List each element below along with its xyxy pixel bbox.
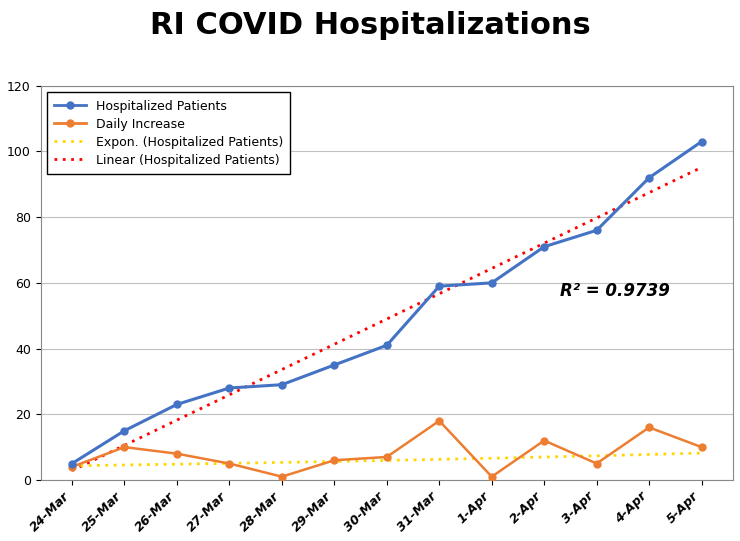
Line: Daily Increase: Daily Increase: [69, 417, 705, 480]
Hospitalized Patients: [120, 427, 129, 434]
Daily Increase: [487, 473, 496, 480]
Daily Increase: [172, 451, 181, 457]
Linear (Hospitalized Patients): [645, 189, 653, 196]
Daily Increase: [120, 444, 129, 450]
Linear (Hospitalized Patients): [120, 442, 129, 448]
Hospitalized Patients: [172, 401, 181, 408]
Hospitalized Patients: [383, 342, 391, 348]
Linear (Hospitalized Patients): [278, 366, 286, 373]
Expon. (Hospitalized Patients): [383, 457, 391, 464]
Linear (Hospitalized Patients): [697, 164, 706, 170]
Text: R² = 0.9739: R² = 0.9739: [560, 282, 670, 300]
Expon. (Hospitalized Patients): [278, 459, 286, 466]
Daily Increase: [435, 418, 444, 424]
Linear (Hospitalized Patients): [592, 215, 601, 221]
Daily Increase: [225, 460, 234, 467]
Daily Increase: [539, 437, 548, 444]
Hospitalized Patients: [278, 381, 286, 388]
Expon. (Hospitalized Patients): [592, 452, 601, 459]
Expon. (Hospitalized Patients): [435, 456, 444, 463]
Expon. (Hospitalized Patients): [172, 461, 181, 467]
Linear (Hospitalized Patients): [172, 417, 181, 423]
Text: RI COVID Hospitalizations: RI COVID Hospitalizations: [149, 11, 591, 40]
Legend: Hospitalized Patients, Daily Increase, Expon. (Hospitalized Patients), Linear (H: Hospitalized Patients, Daily Increase, E…: [47, 92, 290, 174]
Hospitalized Patients: [225, 385, 234, 391]
Linear (Hospitalized Patients): [225, 392, 234, 398]
Hospitalized Patients: [487, 280, 496, 286]
Expon. (Hospitalized Patients): [697, 450, 706, 456]
Daily Increase: [278, 473, 286, 480]
Hospitalized Patients: [697, 138, 706, 145]
Expon. (Hospitalized Patients): [225, 460, 234, 466]
Line: Hospitalized Patients: Hospitalized Patients: [69, 138, 705, 467]
Expon. (Hospitalized Patients): [487, 455, 496, 461]
Linear (Hospitalized Patients): [67, 467, 76, 474]
Daily Increase: [330, 457, 339, 464]
Daily Increase: [383, 454, 391, 460]
Hospitalized Patients: [435, 283, 444, 289]
Linear (Hospitalized Patients): [330, 341, 339, 347]
Daily Increase: [645, 424, 653, 431]
Hospitalized Patients: [645, 175, 653, 181]
Expon. (Hospitalized Patients): [120, 462, 129, 469]
Linear (Hospitalized Patients): [539, 240, 548, 247]
Expon. (Hospitalized Patients): [645, 451, 653, 458]
Expon. (Hospitalized Patients): [67, 463, 76, 469]
Expon. (Hospitalized Patients): [539, 454, 548, 460]
Line: Expon. (Hospitalized Patients): Expon. (Hospitalized Patients): [72, 453, 702, 466]
Daily Increase: [67, 464, 76, 470]
Line: Linear (Hospitalized Patients): Linear (Hospitalized Patients): [72, 167, 702, 471]
Daily Increase: [697, 444, 706, 450]
Hospitalized Patients: [539, 243, 548, 250]
Hospitalized Patients: [592, 227, 601, 234]
Linear (Hospitalized Patients): [487, 265, 496, 272]
Daily Increase: [592, 460, 601, 467]
Hospitalized Patients: [67, 460, 76, 467]
Expon. (Hospitalized Patients): [330, 458, 339, 465]
Linear (Hospitalized Patients): [435, 291, 444, 297]
Linear (Hospitalized Patients): [383, 316, 391, 322]
Hospitalized Patients: [330, 362, 339, 368]
